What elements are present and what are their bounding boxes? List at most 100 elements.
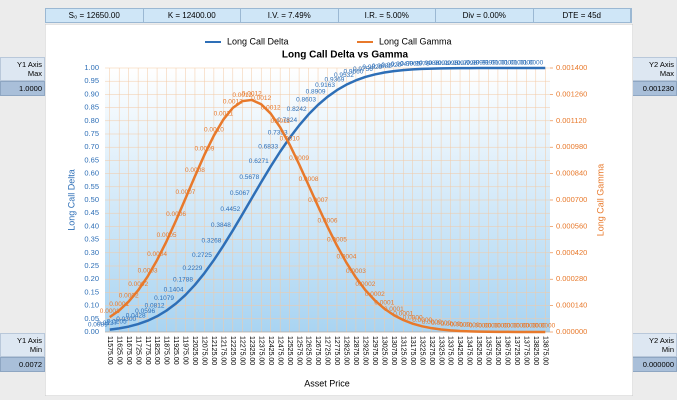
data-label: 0.0010	[280, 135, 300, 142]
x-tick-label: 13825.00	[532, 336, 539, 365]
data-label: 0.0011	[214, 110, 234, 117]
data-label: 1.0000	[523, 60, 543, 67]
data-label: 0.0011	[270, 118, 290, 125]
data-label: 0.8242	[287, 106, 307, 113]
chart: Long Call Delta vs Gamma Asset Price Lon…	[45, 24, 633, 396]
x-tick-label: 12325.00	[248, 336, 255, 365]
x-tick-label: 13775.00	[522, 336, 529, 365]
data-label: 0.0000	[450, 322, 470, 329]
y-axis-title: Long Call Delta	[66, 169, 76, 231]
parameter: I.R. = 5.00%	[339, 9, 436, 22]
y2-tick-label: 0.000980	[556, 142, 587, 151]
x-tick-label: 11775.00	[144, 336, 151, 365]
data-label: 0.0428	[126, 312, 146, 319]
x-tick-label: 13275.00	[428, 336, 435, 365]
data-label: 0.9660	[343, 69, 363, 76]
data-label: 0.0001	[109, 301, 129, 308]
control-label: Y1 Axis Min	[0, 333, 45, 357]
legend-label: Long Call Gamma	[379, 36, 452, 46]
x-tick-label: 12525.00	[286, 336, 293, 365]
data-label: 0.9965	[400, 61, 420, 68]
data-label: 0.0006	[166, 211, 186, 218]
y-tick-label: 0.65	[84, 155, 99, 164]
x-tick-label: 13075.00	[390, 336, 397, 365]
data-label: 0.0000	[535, 323, 555, 330]
y-tick-label: 0.85	[84, 103, 99, 112]
x-tick-label: 12925.00	[362, 336, 369, 365]
data-label: 0.0002	[355, 281, 375, 288]
chart-title: Long Call Delta vs Gamma	[282, 50, 409, 61]
y-tick-label: 0.40	[84, 221, 99, 230]
y-tick-label: 0.30	[84, 248, 99, 257]
data-label: 0.0000	[403, 314, 423, 321]
legend-label: Long Call Delta	[227, 36, 289, 46]
parameter-bar: S₀ = 12650.00 K = 12400.00 I.V. = 7.49% I.R…	[45, 8, 632, 23]
data-label: 0.9920	[381, 62, 401, 69]
data-label: 1.0000	[514, 60, 534, 67]
y1-max-control: Y1 Axis Max 1.0000	[0, 57, 45, 96]
y1-min-control: Y1 Axis Min 0.0072	[0, 333, 45, 372]
data-label: 0.0000	[479, 322, 499, 329]
data-label: 0.1788	[173, 277, 193, 284]
data-label: 0.0000	[460, 322, 480, 329]
y2-tick-label: 0.000140	[556, 301, 587, 310]
x-tick-label: 12125.00	[210, 336, 217, 365]
data-label: 0.0002	[128, 281, 148, 288]
x-tick-label: 12675.00	[314, 336, 321, 365]
data-label: 0.0012	[223, 99, 243, 106]
data-label: 0.0006	[318, 217, 338, 224]
x-tick-label: 13725.00	[513, 336, 520, 365]
x-tick-label: 11725.00	[134, 336, 141, 365]
x-tick-label: 11925.00	[172, 336, 179, 365]
x-axis-title: Asset Price	[304, 378, 350, 388]
x-tick-label: 13575.00	[485, 336, 492, 365]
data-label: 0.9532	[334, 72, 354, 79]
parameter: Div = 0.00%	[436, 9, 534, 22]
y-tick-label: 0.20	[84, 274, 99, 283]
x-tick-label: 12225.00	[229, 336, 236, 365]
x-tick-label: 13625.00	[494, 336, 501, 365]
data-label: 0.9999	[476, 60, 496, 67]
y2-tick-label: 0.001120	[556, 116, 587, 125]
y-tick-label: 0.05	[84, 314, 99, 323]
y2-tick-label: 0.000420	[556, 248, 587, 257]
control-value[interactable]: 0.001230	[632, 81, 677, 96]
data-label: 0.3848	[211, 222, 231, 229]
data-label: 0.3268	[201, 237, 221, 244]
data-label: 0.1404	[164, 287, 184, 294]
x-tick-label: 12375.00	[257, 336, 264, 365]
control-value[interactable]: 1.0000	[0, 81, 45, 96]
data-label: 0.0000	[526, 323, 546, 330]
data-label: 0.6271	[249, 158, 269, 165]
data-label: 0.0003	[138, 267, 158, 274]
y2-tick-label: 0.000560	[556, 221, 587, 230]
data-label: 0.0001	[374, 299, 394, 306]
data-label: 0.4452	[220, 206, 240, 213]
x-tick-label: 13175.00	[409, 336, 416, 365]
data-label: 0.0007	[176, 189, 196, 196]
data-label: 0.0001	[384, 306, 404, 313]
data-label: 0.7353	[268, 130, 288, 137]
x-tick-label: 12475.00	[276, 336, 283, 365]
control-value[interactable]: 0.0072	[0, 357, 45, 372]
y2-tick-label: 0.001400	[556, 63, 587, 72]
x-tick-label: 13025.00	[380, 336, 387, 365]
data-label: 0.7824	[277, 117, 297, 124]
x-tick-label: 12625.00	[305, 336, 312, 365]
data-label: 0.0012	[242, 91, 262, 98]
data-label: 0.0010	[204, 126, 224, 133]
data-label: 0.0005	[327, 236, 347, 243]
data-label: 1.0000	[495, 60, 515, 67]
x-tick-label: 12975.00	[371, 336, 378, 365]
control-label: Y2 Axis Min	[632, 333, 677, 357]
data-label: 0.9947	[391, 61, 411, 68]
data-label: 0.0009	[194, 146, 214, 153]
data-label: 0.1079	[154, 295, 174, 302]
data-label: 0.0205	[107, 318, 127, 325]
x-tick-label: 12075.00	[201, 336, 208, 365]
data-label: 0.0596	[135, 308, 155, 315]
data-label: 0.0089	[88, 321, 108, 328]
control-value[interactable]: 0.000000	[632, 357, 677, 372]
y2-tick-label: 0.001260	[556, 89, 587, 98]
data-label: 0.0012	[232, 92, 252, 99]
